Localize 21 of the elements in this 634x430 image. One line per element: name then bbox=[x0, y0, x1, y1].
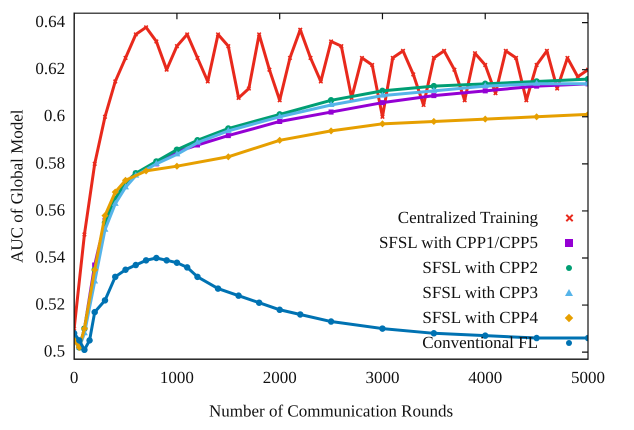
legend-label: Centralized Training bbox=[398, 208, 538, 228]
y-tick-label: 0.5 bbox=[44, 342, 66, 361]
y-tick-label: 0.64 bbox=[35, 12, 66, 32]
x-tick-label: 3000 bbox=[365, 368, 400, 387]
y-tick-label: 0.6 bbox=[44, 106, 66, 126]
y-tick-label: 0.58 bbox=[35, 153, 66, 172]
legend-label: SFSL with CPP2 bbox=[422, 258, 538, 278]
x-tick-label: 4000 bbox=[468, 368, 502, 387]
legend-label: SFSL with CPP3 bbox=[422, 282, 538, 303]
x-tick-label: 1000 bbox=[160, 368, 194, 387]
y-tick-label: 0.56 bbox=[35, 200, 66, 220]
y-tick-label: 0.52 bbox=[35, 294, 66, 314]
x-axis-title: Number of Communication Rounds bbox=[209, 401, 454, 420]
x-tick-label: 5000 bbox=[571, 368, 605, 387]
legend-label: SFSL with CPP4 bbox=[422, 308, 538, 328]
x-tick-label: 0 bbox=[70, 368, 78, 387]
y-tick-label: 0.62 bbox=[35, 59, 66, 78]
legend-label: SFSL with CPP1/CPP5 bbox=[378, 232, 538, 253]
x-tick-label: 2000 bbox=[262, 368, 297, 387]
y-tick-label: 0.54 bbox=[35, 247, 66, 266]
y-axis-title: AUC of Global Model bbox=[8, 109, 27, 263]
